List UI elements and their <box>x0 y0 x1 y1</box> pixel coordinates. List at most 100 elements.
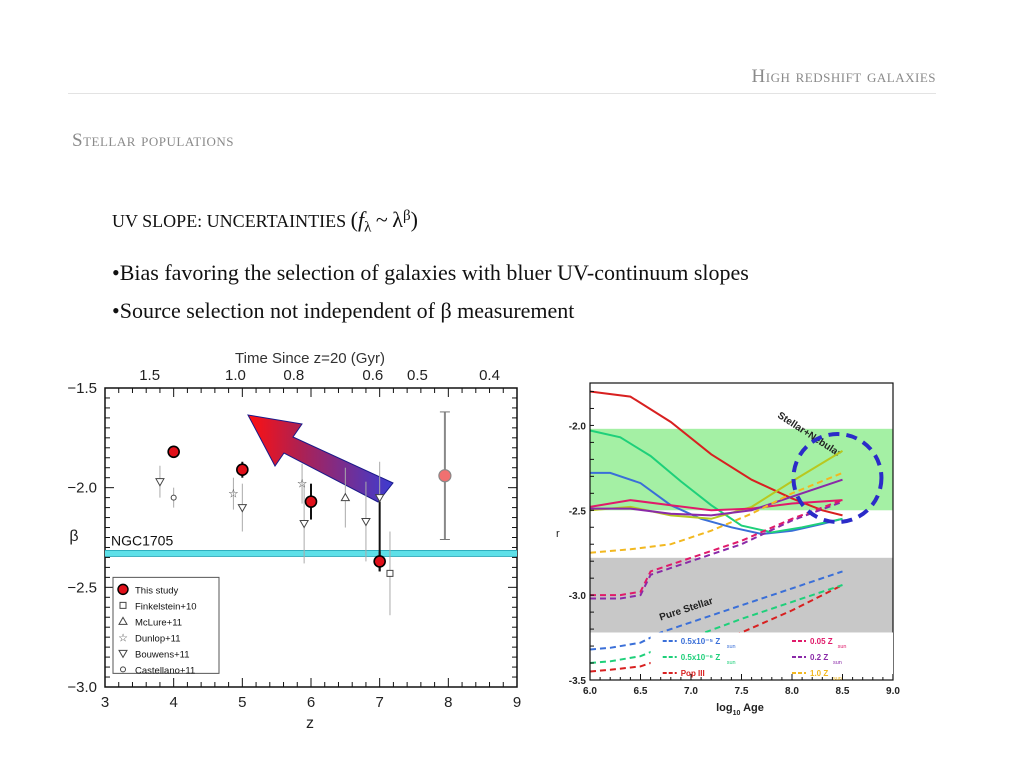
x-tick-labels: 3 4 5 6 7 8 9 <box>101 694 521 711</box>
legend-label: Pop III <box>681 669 705 678</box>
y-tick-label: −2.0 <box>67 480 97 497</box>
model-line <box>590 478 843 517</box>
x-tick-label: 4 <box>169 694 177 711</box>
legend-marker <box>120 666 126 673</box>
bouwens-point <box>299 520 309 529</box>
top-tick-labels: 1.5 1.0 0.8 0.6 0.5 0.4 <box>139 367 500 384</box>
model-line <box>589 584 843 664</box>
this-study-point <box>167 445 180 459</box>
bouwens-point <box>361 518 371 527</box>
y-tick-label: -3.0 <box>569 591 587 602</box>
bullet-2: •Source selection not independent of β m… <box>112 298 575 323</box>
z8-point <box>438 469 452 483</box>
legend-label: 1.0 Z <box>810 669 828 678</box>
x-axis-label: log10 Age <box>716 702 764 717</box>
model-line <box>589 570 843 651</box>
legend-sub: sun <box>833 660 842 666</box>
y-axis-label: β <box>69 528 78 545</box>
legend-label: Finkelstein+10 <box>135 601 197 612</box>
header-divider <box>68 93 936 94</box>
legend-label: Dunlop+11 <box>135 633 181 644</box>
legend-sub: sun <box>727 644 736 650</box>
this-study-point <box>236 463 249 477</box>
uv-slope-heading: UV SLOPE: UNCERTAINTIES (fλ ~ λβ) <box>112 207 418 236</box>
legend: This study Finkelstein+10 McLure+11 ☆ Dunlop… <box>112 576 220 676</box>
legend-label: 0.2 Z <box>810 653 828 662</box>
y-tick-label: −3.0 <box>67 679 97 696</box>
flux-symbol: f <box>357 207 365 232</box>
top-tick-label: 1.0 <box>225 367 246 384</box>
model-line <box>589 584 843 673</box>
model-line <box>590 471 843 536</box>
x-tick-labels: 6.0 6.5 7.0 7.5 8.0 8.5 9.0 <box>583 686 900 697</box>
top-tick-label: 1.5 <box>139 367 160 384</box>
legend-box <box>112 576 220 674</box>
legend-box <box>650 632 893 674</box>
y-tick-label: −2.5 <box>67 579 97 596</box>
x-tick-label: 6.5 <box>634 686 648 697</box>
x-tick-label: 8.0 <box>785 686 799 697</box>
x-tick-label: 9.0 <box>886 686 900 697</box>
lambda-subscript: λ <box>364 219 372 236</box>
bullet-1: •Bias favoring the selection of galaxies… <box>112 260 749 285</box>
uv-slope-label: UV SLOPE: UNCERTAINTIES <box>112 211 347 231</box>
lambda-symbol: λ <box>392 207 403 232</box>
x-tick-label: 8.5 <box>836 686 850 697</box>
x-tick-label: 7 <box>375 694 383 711</box>
tilde-symbol: ~ <box>375 207 388 232</box>
model-line <box>589 390 843 517</box>
y-tick-label: -2.0 <box>569 421 587 432</box>
beta-vs-z-chart: Time Since z=20 (Gyr) 1.5 1.0 0.8 0.6 0.5 0.4… <box>67 350 521 732</box>
dunlop-point: ☆ <box>228 487 239 501</box>
mclure-point <box>340 492 351 502</box>
y-axis-label: r <box>556 528 560 540</box>
top-tick-label: 0.4 <box>479 367 500 384</box>
section-title: Stellar populations <box>72 130 235 151</box>
top-tick-label: 0.8 <box>283 367 304 384</box>
reference-label: NGC1705 <box>111 532 173 548</box>
bouwens-point <box>237 504 248 513</box>
legend-marker <box>117 583 129 596</box>
y-tick-labels: −1.5 −2.0 −2.5 −3.0 <box>67 380 97 696</box>
model-line <box>590 499 843 597</box>
legend-marker <box>118 649 128 659</box>
bouwens-point <box>374 494 385 503</box>
legend-sub: sun <box>833 676 842 682</box>
y-tick-label: −1.5 <box>67 380 97 397</box>
x-axis-label: z <box>306 715 314 732</box>
legend: 0.5x10⁻⁵ Z sun 0.05 Z sun 0.5x10⁻⁶ Z sun 0.2 Z… <box>650 632 893 682</box>
x-tick-label: 8 <box>444 694 452 711</box>
header-title: High redshift galaxies <box>751 66 936 87</box>
top-tick-label: 0.6 <box>362 367 383 384</box>
x-tick-label: 3 <box>101 694 109 711</box>
model-line <box>589 471 843 554</box>
x-tick-label: 6.0 <box>583 686 597 697</box>
legend-marker <box>119 601 127 609</box>
x-tick-label: 9 <box>513 694 521 711</box>
legend-marker <box>118 616 128 625</box>
this-study-point <box>373 555 386 568</box>
trend-arrow <box>247 414 394 503</box>
reference-band <box>105 550 517 557</box>
y-tick-label: -3.5 <box>569 676 587 687</box>
stellar-nebular-band <box>590 428 893 511</box>
y-tick-labels: -2.0 -2.5 -3.0 -3.5 <box>569 421 587 687</box>
x-tick-label: 6 <box>307 694 315 711</box>
legend-label: 0.5x10⁻⁶ Z <box>681 653 721 662</box>
y-tick-label: -2.5 <box>569 506 587 517</box>
model-line <box>590 500 843 600</box>
legend-sub: sun <box>727 660 736 666</box>
finkelstein-point <box>386 569 394 577</box>
x-tick-label: 5 <box>238 694 246 711</box>
castellano-point <box>170 494 177 501</box>
model-line <box>589 429 843 534</box>
legend-sub: sun <box>838 644 847 650</box>
top-axis-label: Time Since z=20 (Gyr) <box>235 350 385 367</box>
legend-label: Bouwens+11 <box>135 649 190 660</box>
legend-marker: ☆ <box>118 632 128 644</box>
highlight-ellipse <box>791 432 884 525</box>
top-tick-label: 0.5 <box>407 367 428 384</box>
x-tick-label: 7.5 <box>735 686 749 697</box>
legend-label: Castellano+11 <box>135 665 195 676</box>
model-line <box>589 499 843 512</box>
